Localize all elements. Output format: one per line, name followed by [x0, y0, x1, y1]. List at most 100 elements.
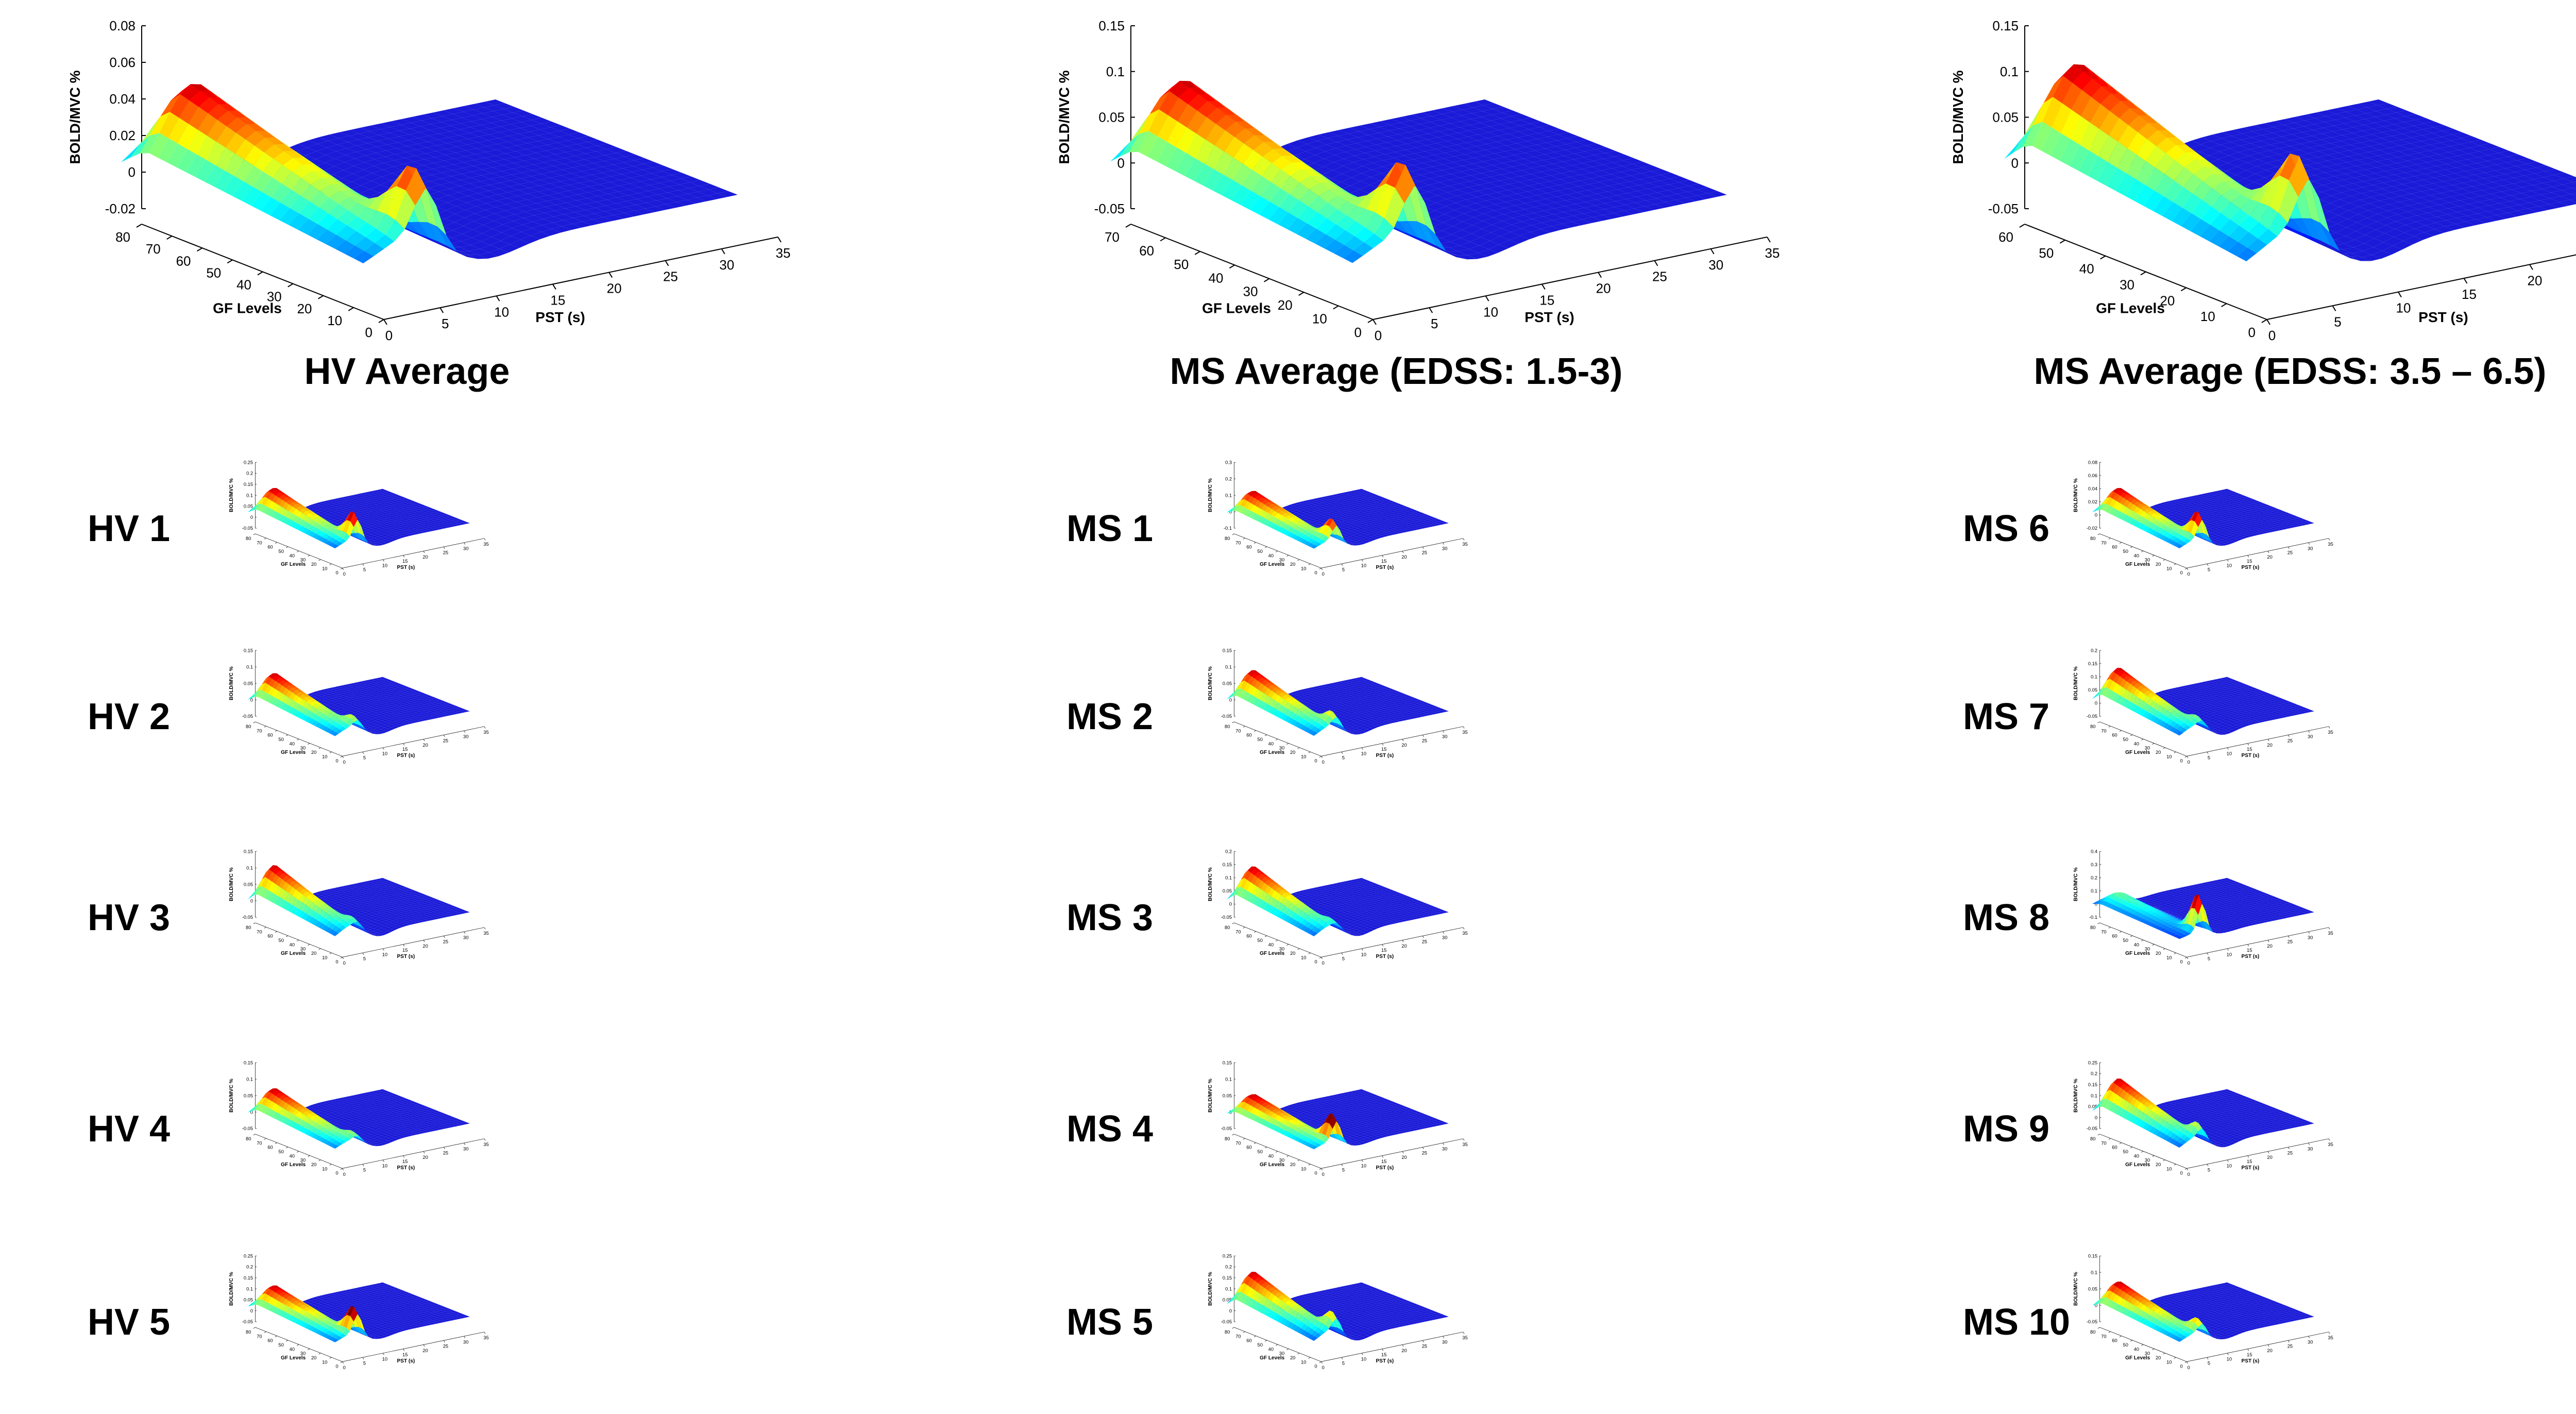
pst-tick [608, 272, 613, 278]
surface-patch [315, 155, 335, 163]
pst-axis-label: PST (s) [2418, 309, 2468, 325]
surface-patch [484, 156, 504, 162]
surface-patch [316, 147, 336, 155]
surface-patch [532, 225, 552, 232]
surface-patch [557, 196, 577, 203]
surface-patch [624, 154, 645, 161]
surface-patch [554, 158, 574, 164]
z-tick-label: 0.1 [246, 664, 253, 669]
surface-patch [459, 183, 480, 190]
surface-patch [502, 221, 523, 228]
surface-patch [496, 147, 516, 154]
surface-patch [546, 148, 566, 155]
surface-patch [457, 139, 478, 145]
surface-patch [308, 137, 328, 144]
surface-patch [387, 142, 407, 148]
surface-patch [1326, 142, 1346, 148]
surface-patch [483, 221, 503, 229]
surface-patch [356, 222, 376, 237]
pst-tick-label: 0 [343, 760, 346, 765]
surface-patch [375, 156, 395, 163]
surface-patch [513, 110, 533, 116]
surface-mesh [248, 865, 470, 936]
surface-patch [318, 134, 338, 141]
surface-patch [355, 149, 376, 156]
gf-tick [275, 931, 277, 933]
surface-patch [326, 234, 346, 249]
gf-tick-label: 50 [279, 938, 284, 943]
gf-tick [329, 952, 332, 954]
surface-patch [639, 185, 659, 191]
pst-tick-label: 20 [422, 554, 428, 560]
surface-patch [1463, 107, 1483, 113]
surface-patch [402, 116, 422, 123]
surface-patch [594, 161, 614, 167]
surface-patch [472, 170, 492, 176]
surface-patch [558, 191, 578, 197]
surface-patch [385, 154, 405, 161]
surface-patch [467, 193, 488, 200]
gf-tick [329, 751, 332, 753]
surface-patch [1432, 108, 1453, 114]
surface-patch [236, 124, 256, 140]
surface-patch [273, 151, 293, 165]
gf-tick-label: 60 [1139, 243, 1154, 258]
gf-tick [308, 944, 310, 946]
surface-patch [1359, 129, 1379, 136]
gf-tick-label: 60 [176, 253, 191, 268]
surface-patch [223, 176, 244, 196]
pst-tick-label: 30 [719, 257, 734, 273]
surface-patch [456, 203, 476, 210]
surface-patch [463, 165, 483, 172]
surface-patch [354, 155, 375, 163]
surface-patch [523, 215, 544, 222]
gf-tick [286, 546, 289, 548]
gf-tick-label: 20 [311, 750, 316, 755]
surface-patch [455, 150, 476, 157]
surface-patch [562, 167, 582, 174]
surface-patch [349, 196, 369, 204]
surface-patch [318, 197, 339, 213]
gf-tick-label: 20 [1278, 297, 1293, 313]
surface-patch [1169, 80, 1190, 98]
surface-patch [1419, 128, 1439, 134]
surface-patch [507, 196, 527, 202]
z-axis-label: BOLD/MVC % [1950, 70, 1966, 164]
surface-mesh [248, 673, 470, 736]
surface-patch [589, 184, 609, 191]
gf-tick-label: 30 [2120, 277, 2134, 293]
surface-patch [565, 150, 586, 156]
surface-patch [494, 210, 515, 217]
pst-tick-label: 20 [1596, 281, 1611, 296]
surface-patch [548, 137, 568, 143]
surface-patch [667, 196, 687, 202]
surface-patch [281, 172, 301, 190]
pst-tick-label: 10 [382, 952, 387, 957]
surface-patch [308, 207, 328, 224]
surface-patch [467, 142, 487, 148]
surface-patch [263, 158, 283, 178]
pst-tick [484, 726, 486, 729]
surface-patch [380, 127, 400, 133]
surface-patch [480, 128, 500, 135]
surface-patch [428, 139, 448, 146]
z-tick-label: 0.02 [109, 128, 135, 143]
surface-patch [575, 154, 595, 160]
surface-patch [521, 170, 542, 176]
surface-patch [397, 140, 417, 146]
surface-patch [586, 145, 606, 152]
surface-patch [521, 228, 541, 236]
surface-patch [584, 213, 604, 220]
gf-tick-label: 10 [322, 955, 327, 960]
surface-patch [476, 203, 496, 210]
pst-axis-label: PST (s) [535, 309, 585, 325]
gf-tick [264, 726, 266, 728]
surface-patch [1348, 131, 1368, 138]
gf-tick-label: 0 [335, 570, 338, 576]
surface-patch [655, 204, 675, 210]
gf-tick-label: 10 [322, 566, 327, 571]
surface-patch [650, 177, 670, 183]
surface-patch [606, 197, 627, 204]
surface-patch [1139, 109, 1159, 134]
gf-axis-label: GF Levels [281, 750, 306, 755]
